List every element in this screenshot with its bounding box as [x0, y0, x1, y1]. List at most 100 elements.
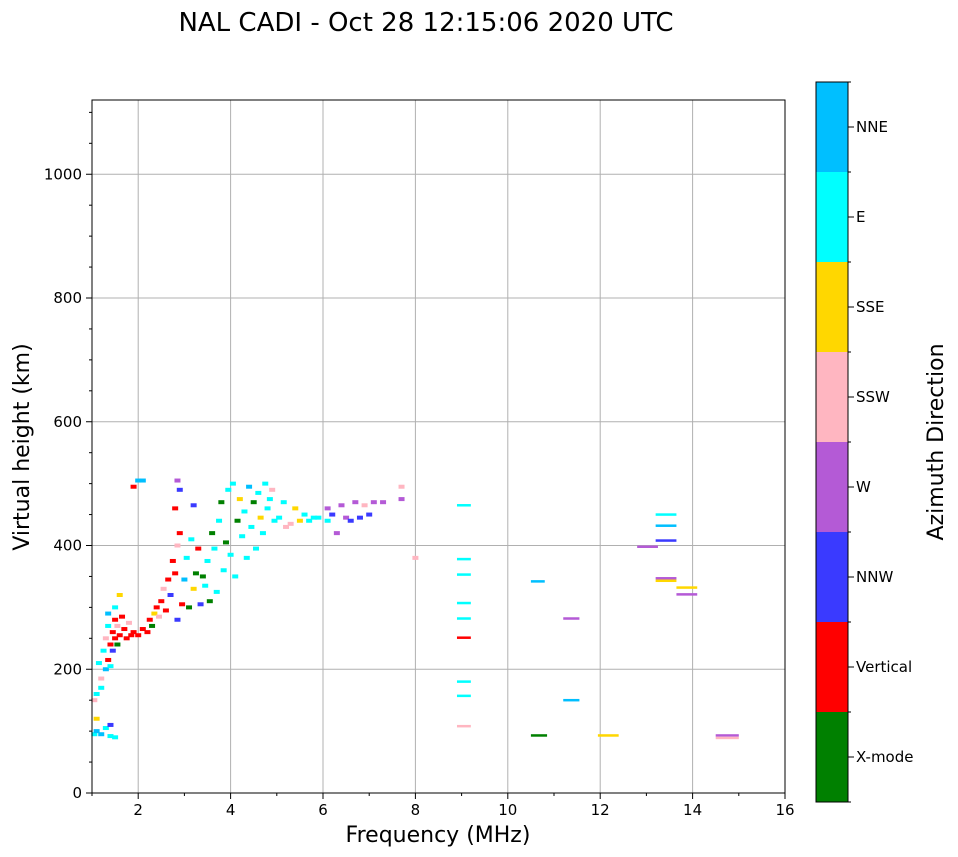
echo-point	[356, 515, 363, 520]
echo-point	[269, 487, 276, 492]
echo-point	[158, 599, 165, 604]
echo-trace	[456, 724, 471, 728]
echo-point	[255, 490, 262, 495]
echo-point	[211, 546, 218, 551]
echo-point	[259, 531, 266, 536]
colorbar-label: SSE	[856, 298, 885, 316]
x-tick-label: 16	[775, 801, 794, 819]
echo-point	[102, 636, 109, 641]
echo-point	[301, 512, 308, 517]
echo-point	[234, 518, 241, 523]
echo-point	[352, 500, 359, 505]
echo-point	[116, 593, 123, 597]
echo-trace	[563, 698, 580, 702]
echo-point	[310, 515, 317, 520]
echo-point	[329, 512, 336, 517]
echo-point	[91, 698, 98, 703]
echo-point	[139, 627, 146, 632]
echo-point	[174, 617, 181, 622]
echo-point	[398, 484, 405, 489]
echo-point	[246, 484, 253, 489]
echo-point	[287, 521, 294, 526]
echo-point	[241, 509, 248, 514]
colorbar-swatch	[816, 442, 848, 532]
x-tick-label: 10	[498, 801, 517, 819]
y-tick-label: 800	[53, 289, 82, 307]
echo-trace	[456, 573, 471, 576]
x-tick-label: 14	[683, 801, 702, 819]
colorbar-label: W	[856, 478, 871, 496]
echo-trace	[655, 539, 677, 542]
echo-trace	[530, 580, 545, 583]
echo-trace	[715, 736, 739, 740]
colorbar-frame	[815, 81, 849, 803]
echo-point	[139, 478, 146, 483]
colorbar-label: SSW	[856, 388, 890, 406]
echo-point	[239, 534, 246, 539]
y-tick-label: 1000	[44, 165, 82, 183]
echo-trace	[597, 734, 619, 737]
echo-trace	[655, 579, 677, 583]
echo-point	[169, 558, 176, 563]
echo-point	[195, 546, 202, 551]
echo-trace	[637, 545, 658, 548]
echo-point	[347, 518, 354, 523]
echo-point	[91, 732, 98, 737]
echo-trace	[456, 504, 471, 507]
echo-point	[102, 667, 109, 672]
echo-point	[179, 602, 186, 607]
echo-point	[266, 497, 273, 502]
colorbar-label: Vertical	[856, 658, 912, 676]
colorbar-swatch	[816, 352, 848, 442]
echo-point	[276, 515, 283, 520]
echo-point	[93, 729, 100, 734]
echo-point	[121, 627, 128, 632]
echo-point	[183, 555, 190, 560]
echo-point	[114, 642, 121, 647]
echo-point	[192, 571, 199, 576]
colorbar-swatch	[816, 622, 848, 712]
echo-point	[107, 642, 114, 647]
colorbar-swatch	[816, 172, 848, 262]
echo-point	[109, 630, 116, 635]
axis-ticks: 2 4 6 8 10 12 14 16 0 200 400 600 800 1000	[44, 111, 795, 819]
echo-point	[151, 611, 158, 616]
echo-trace	[456, 694, 471, 698]
colorbar-label: NNE	[856, 118, 888, 136]
echo-trace	[676, 593, 698, 596]
echo-point	[162, 608, 169, 613]
colorbar-swatch	[816, 532, 848, 622]
colorbar-swatch	[816, 82, 848, 172]
echo-point	[105, 623, 112, 628]
echo-point	[232, 574, 239, 579]
echo-point	[202, 583, 209, 588]
echo-point	[176, 487, 183, 492]
echo-point	[370, 500, 377, 505]
echo-point	[220, 568, 227, 573]
echo-point	[188, 537, 195, 542]
echo-point	[199, 574, 206, 579]
colorbar-swatch	[816, 712, 848, 802]
echo-point	[229, 481, 236, 486]
echo-point	[167, 593, 174, 597]
x-tick-label: 12	[591, 801, 610, 819]
echo-point	[315, 515, 322, 520]
echo-point	[225, 487, 232, 492]
echo-point	[398, 497, 405, 502]
colorbar-label: NNW	[856, 568, 893, 586]
echo-point	[283, 524, 290, 529]
grid	[92, 100, 785, 793]
echo-point	[135, 478, 142, 483]
echo-point	[112, 636, 119, 641]
echo-point	[280, 500, 287, 505]
y-tick-label: 200	[53, 660, 82, 678]
echo-trace	[456, 680, 471, 683]
echo-point	[116, 633, 123, 638]
echo-point	[412, 555, 419, 560]
echo-point	[343, 515, 350, 520]
echo-point	[190, 503, 197, 508]
echo-point	[146, 617, 153, 622]
echo-point	[361, 503, 368, 508]
colorbar-label: X-mode	[856, 748, 913, 766]
